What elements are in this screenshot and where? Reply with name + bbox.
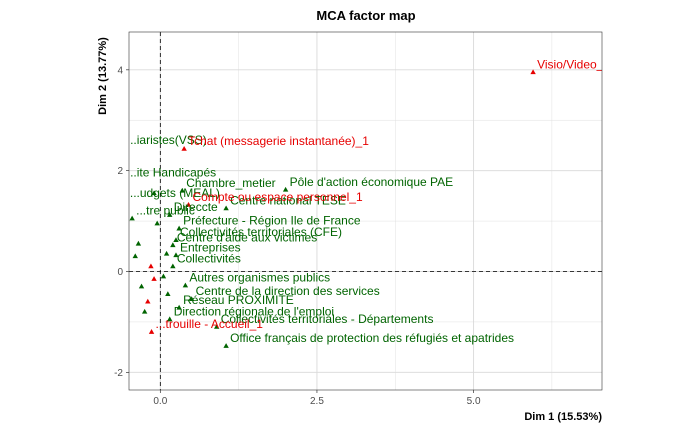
supplementary-point	[282, 186, 289, 192]
supplementary-point-label: Collectivités territoriales - Départemen…	[221, 312, 434, 326]
supplementary-point-label: Collectivités	[177, 251, 241, 265]
supplementary-point-label: Préfecture - Région Ile de France	[183, 214, 361, 228]
supplementary-point	[179, 187, 185, 193]
supplementary-point-label: Centre national TESE	[230, 193, 346, 207]
active-point-label: Compte ou espace personnel_1	[193, 190, 363, 204]
plot-background	[129, 32, 602, 390]
supplementary-point	[188, 296, 195, 302]
supplementary-point	[214, 323, 220, 329]
supplementary-point	[120, 178, 125, 183]
labels-layer: Chambre_metier Pôle d'action économique P…	[127, 57, 610, 345]
supplementary-point	[173, 237, 179, 243]
supplementary-point	[132, 253, 138, 259]
supplementary-point-label: Direccte	[174, 200, 218, 214]
supplementary-point	[170, 242, 176, 248]
supplementary-point	[173, 252, 179, 258]
supplementary-point	[160, 273, 167, 279]
x-axis-ticks: 0.0 2.5 5.0	[153, 390, 481, 407]
supplementary-point	[138, 283, 145, 289]
supplementary-point-label: Entreprises	[180, 240, 241, 254]
plot-area	[129, 32, 602, 390]
x-tick-label: 2.5	[310, 396, 324, 407]
active-point-label: Visio/Video_1	[537, 57, 610, 71]
supplementary-point	[129, 215, 135, 221]
supplementary-point-label: Collectivités territoriales (CFE)	[180, 225, 342, 239]
supplementary-point	[165, 291, 171, 296]
supplementary-point-label: Centre de la direction des services	[196, 284, 380, 298]
supplementary-point-label: Chambre_metier	[186, 176, 275, 190]
y-axis-ticks: -2 0 2 4	[114, 65, 129, 379]
supplementary-point-label: ...udgets (MEAL)	[130, 186, 220, 200]
supplementary-point-label: Autres organismes publics	[189, 271, 330, 285]
active-point-label: Tchat (messagerie instantanée)_1	[188, 134, 369, 148]
active-point	[185, 201, 192, 207]
supplementary-point	[151, 190, 157, 196]
supplementary-point	[167, 316, 173, 322]
y-tick-label: 0	[117, 267, 123, 278]
supplementary-point-label: Centre d'aide aux victimes	[177, 230, 317, 244]
supplementary-point	[120, 145, 125, 150]
supplementary-point-label: ...tre public	[136, 204, 195, 218]
supplementary-point	[223, 205, 229, 211]
chart-title: MCA factor map	[316, 8, 415, 23]
supplementary-point	[176, 225, 182, 231]
supplementary-point-label: ...ite Handicapés	[127, 166, 216, 180]
active-point	[148, 329, 155, 334]
supplementary-point	[170, 263, 176, 269]
supplementary-point	[182, 282, 189, 288]
supplementary-point	[176, 304, 182, 310]
active-point	[151, 276, 157, 281]
y-tick-label: -2	[114, 368, 123, 379]
supplementary-point	[154, 220, 160, 226]
y-tick-label: 2	[117, 166, 123, 177]
supplementary-point-label: Direction régionale de l'emploi	[174, 304, 334, 318]
supplementary-point	[141, 308, 148, 314]
x-axis-label: Dim 1 (15.53%)	[524, 411, 602, 423]
reference-lines	[129, 32, 602, 390]
y-tick-label: 4	[117, 65, 123, 76]
supplementary-point	[167, 212, 173, 217]
supplementary-point-label: Réseau PROXIMITE	[183, 293, 294, 307]
supplementary-point-label: Office français de protection des réfugi…	[230, 331, 514, 345]
active-point	[148, 263, 154, 269]
y-axis-label: Dim 2 (13.77%)	[97, 37, 109, 115]
active-point	[145, 298, 151, 304]
plot-frame	[128, 31, 603, 391]
supplementary-point	[163, 250, 170, 256]
x-tick-label: 0.0	[153, 396, 167, 407]
supplementary-point-label: ...iaristes(VSS)	[127, 133, 207, 147]
x-tick-label: 5.0	[467, 396, 481, 407]
supplementary-point	[135, 240, 142, 246]
active-point	[181, 145, 187, 151]
supplementary-point	[123, 198, 128, 203]
points-layer	[120, 69, 536, 348]
supplementary-point	[223, 343, 229, 348]
active-point-label: ...trouille - Accueil_1	[156, 317, 264, 331]
supplementary-point-label: Pôle d'action économique PAE	[290, 175, 454, 189]
active-point	[530, 69, 536, 75]
